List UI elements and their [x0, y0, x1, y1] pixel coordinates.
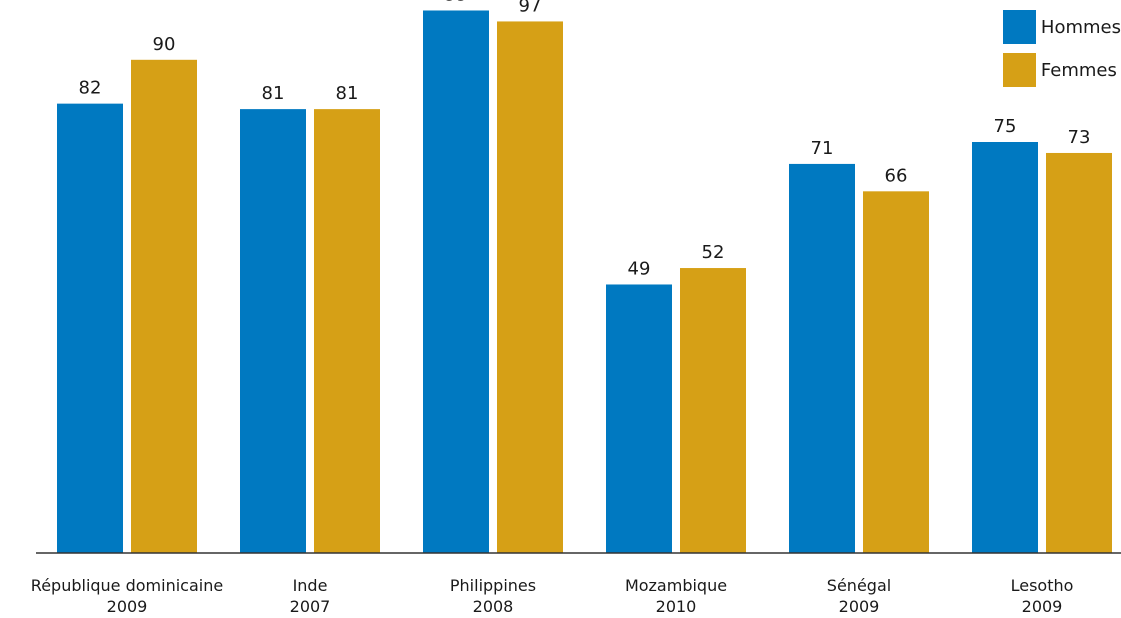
category-label-1: Inde	[293, 576, 328, 595]
category-year-1: 2007	[290, 597, 331, 616]
value-labels-group: 82 90 81 81 99 97 49 52 71 66 75 73	[79, 0, 1091, 279]
value-label-femmes-2: 97	[519, 0, 542, 16]
value-label-hommes-5: 75	[994, 116, 1017, 137]
bar-femmes-5	[1046, 152, 1112, 553]
value-label-femmes-5: 73	[1068, 127, 1091, 148]
legend: Hommes Femmes	[1002, 10, 1121, 96]
value-label-hommes-4: 71	[811, 138, 834, 159]
value-label-hommes-1: 81	[262, 83, 285, 104]
bar-femmes-4	[863, 191, 929, 553]
bar-hommes-4	[789, 163, 855, 554]
bar-hommes-5	[972, 142, 1038, 553]
category-year-3: 2010	[656, 597, 697, 616]
legend-label-hommes: Hommes	[1040, 16, 1121, 38]
category-year-4: 2009	[839, 597, 880, 616]
bar-hommes-3	[606, 284, 672, 553]
legend-swatch-femmes	[1002, 53, 1036, 87]
legend-item-hommes: Hommes	[1002, 10, 1121, 44]
value-label-hommes-2: 99	[445, 0, 468, 5]
bar-hommes-0	[57, 103, 123, 553]
category-year-5: 2009	[1022, 597, 1063, 616]
bar-femmes-0	[131, 59, 197, 554]
category-label-5: Lesotho	[1011, 576, 1074, 595]
value-label-femmes-4: 66	[885, 165, 908, 186]
category-label-0: République dominicaine	[31, 576, 223, 595]
bar-femmes-3	[680, 268, 746, 553]
legend-label-femmes: Femmes	[1040, 59, 1117, 81]
value-label-femmes-1: 81	[336, 83, 359, 104]
bar-hommes-1	[240, 109, 306, 554]
category-year-2: 2008	[473, 597, 514, 616]
bar-femmes-1	[314, 109, 380, 554]
category-year-0: 2009	[107, 597, 148, 616]
legend-swatch-hommes	[1002, 10, 1036, 44]
value-label-femmes-0: 90	[153, 34, 176, 55]
bars-group	[57, 10, 1112, 554]
category-labels-group: République dominicaine 2009 Inde 2007 Philip…	[31, 576, 1074, 616]
bar-femmes-2	[497, 21, 563, 553]
category-label-2: Philippines	[450, 576, 536, 595]
category-label-3: Mozambique	[625, 576, 727, 595]
legend-item-femmes: Femmes	[1002, 53, 1121, 87]
value-label-femmes-3: 52	[702, 242, 725, 263]
category-label-4: Sénégal	[827, 576, 891, 595]
value-label-hommes-3: 49	[628, 258, 651, 279]
value-label-hommes-0: 82	[79, 78, 102, 99]
bar-hommes-2	[423, 10, 489, 554]
